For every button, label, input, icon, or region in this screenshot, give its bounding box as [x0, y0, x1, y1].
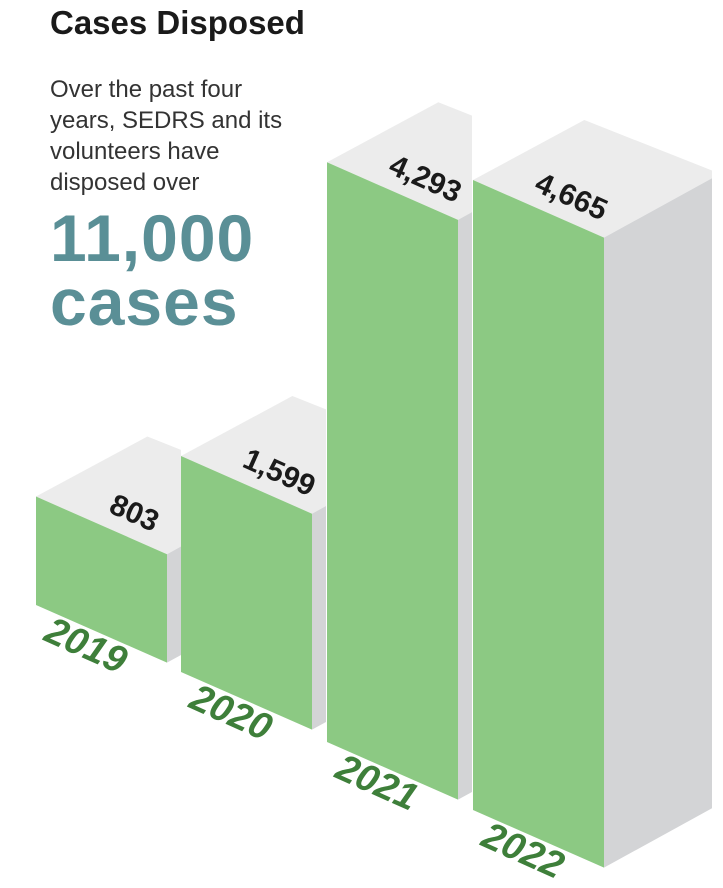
- text-block: Cases Disposed Over the past four years,…: [50, 0, 320, 339]
- bar-top: [181, 396, 326, 514]
- bar: [181, 456, 312, 730]
- bar-side: [312, 505, 326, 730]
- bar-side: [604, 178, 712, 868]
- bar: [36, 496, 167, 663]
- bar-top: [327, 102, 472, 220]
- bar-top: [36, 436, 181, 555]
- highlight: 11,000 cases: [50, 201, 255, 339]
- bar: [327, 162, 458, 800]
- bar-side: [167, 546, 181, 663]
- subtitle: Over the past four years, SEDRS and its …: [50, 76, 283, 196]
- chart-title: Cases Disposed: [50, 4, 305, 41]
- bar-top: [473, 120, 712, 238]
- bar-side: [458, 212, 472, 800]
- bar: [473, 180, 604, 868]
